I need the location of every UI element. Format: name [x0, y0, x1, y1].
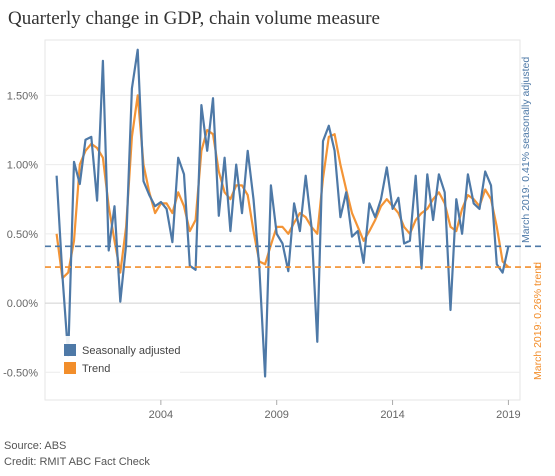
legend-box — [60, 336, 180, 378]
y-tick-label: 0.00% — [7, 298, 38, 310]
plot-frame — [44, 39, 521, 401]
legend-label: Seasonally adjusted — [82, 345, 180, 357]
source-note: Source: ABS — [4, 440, 67, 452]
legend-swatch — [64, 362, 76, 374]
x-tick-label: 2014 — [380, 409, 404, 421]
x-tick-label: 2004 — [149, 409, 173, 421]
credit-note: Credit: RMIT ABC Fact Check — [4, 456, 150, 468]
legend-swatch — [64, 344, 76, 356]
reference-line-label: March 2019: 0.26% trend — [532, 262, 544, 380]
legend: Seasonally adjusted Trend — [60, 336, 180, 378]
x-tick-label: 2009 — [264, 409, 288, 421]
legend-label: Trend — [82, 363, 110, 375]
chart-title: Quarterly change in GDP, chain volume me… — [8, 8, 380, 29]
y-tick-label: 0.50% — [7, 229, 38, 241]
series-line-seasonally-adjusted — [55, 48, 510, 378]
x-tick-label: 2019 — [496, 409, 520, 421]
series-line-trend — [55, 94, 510, 280]
y-tick-label: -0.50% — [3, 367, 38, 379]
reference-line-label: March 2019: 0.41% seasonally adjusted — [520, 57, 532, 243]
y-tick-label: 1.00% — [7, 160, 38, 172]
y-tick-label: 1.50% — [7, 90, 38, 102]
